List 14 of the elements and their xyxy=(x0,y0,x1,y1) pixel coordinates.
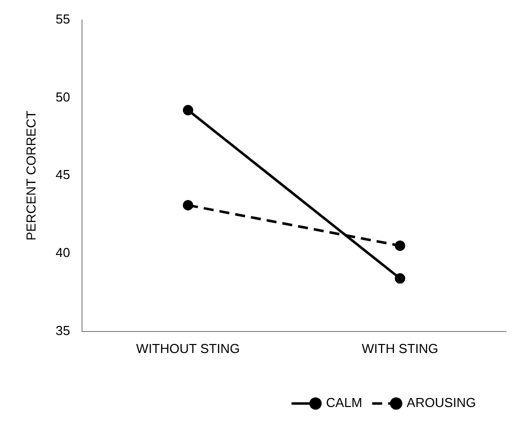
x-tick-label: WITHOUT STING xyxy=(136,340,240,356)
y-tick-label: 55 xyxy=(56,11,70,26)
x-tick-label: WITH STING xyxy=(362,340,438,356)
y-axis-title: PERCENT CORRECT xyxy=(23,110,38,240)
y-tick-label: 50 xyxy=(56,89,70,104)
point xyxy=(182,104,194,116)
point xyxy=(182,200,194,210)
y-tick-label: 40 xyxy=(56,245,70,260)
legend-label: CALM xyxy=(326,395,362,410)
legend-label: AROUSING xyxy=(406,395,476,410)
y-tick-label: 35 xyxy=(56,322,70,338)
y-tick-label: 45 xyxy=(56,167,70,182)
point xyxy=(394,273,406,284)
point xyxy=(394,240,406,251)
